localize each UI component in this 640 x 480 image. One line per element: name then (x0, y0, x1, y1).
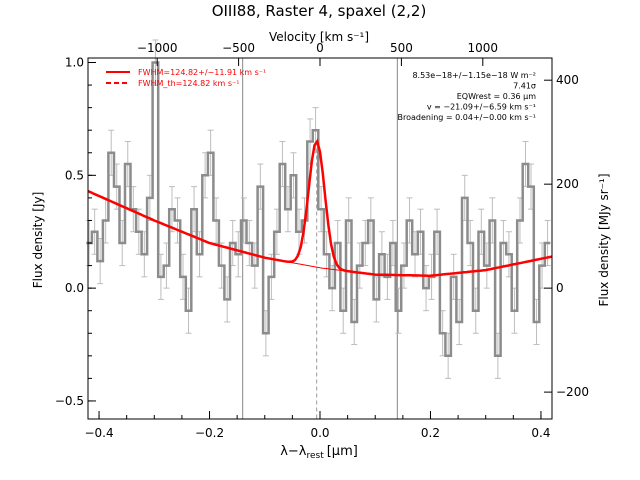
right-tick-label: 400 (556, 73, 579, 87)
x-axis-label-sub: rest (306, 451, 324, 461)
right-tick-label: −200 (556, 385, 589, 399)
x-tick-label: 0.2 (421, 426, 440, 440)
fit-annotation: v = −21.09+/−6.59 km s⁻¹ (427, 103, 536, 112)
top-axis-label: Velocity [km s⁻¹] (269, 30, 369, 44)
top-tick-label: 500 (390, 41, 413, 55)
spectrum-histogram (86, 61, 551, 358)
x-tick-label: −0.4 (84, 426, 113, 440)
x-axis-label-main: λ−λ (280, 444, 307, 459)
top-tick-label: −1000 (137, 41, 178, 55)
x-axis-label: λ−λrest [μm] (280, 444, 358, 461)
legend-label: FWHM=124.82+/−11.91 km s⁻¹ (138, 68, 266, 77)
legend-label: FWHM_th=124.82 km s⁻¹ (138, 79, 239, 88)
right-axis-label: Flux density [MJy sr⁻¹] (597, 173, 611, 306)
top-tick-label: −500 (222, 41, 255, 55)
top-tick-label: 0 (316, 41, 324, 55)
right-tick-label: 0 (556, 281, 564, 295)
fit-annotation: EQWrest = 0.36 μm (457, 92, 536, 101)
fit-annotation: Broadening = 0.04+/−0.00 km s⁻¹ (398, 113, 536, 122)
y-tick-label: −0.5 (55, 394, 84, 408)
y-tick-label: 0.0 (65, 281, 84, 295)
right-tick-label: 200 (556, 177, 579, 191)
chart-title: OIII88, Raster 4, spaxel (2,2) (212, 2, 427, 20)
y-tick-label: 1.0 (65, 56, 84, 70)
fit-annotation: 7.41σ (513, 82, 536, 91)
x-tick-label: 0.0 (310, 426, 329, 440)
x-tick-label: −0.2 (195, 426, 224, 440)
x-tick-label: 0.4 (531, 426, 550, 440)
x-axis-label-units: [μm] (327, 444, 358, 459)
plot-area (86, 39, 553, 419)
y-tick-label: 0.5 (65, 168, 84, 182)
y-axis-label: Flux density [Jy] (31, 192, 45, 289)
top-tick-label: 1000 (468, 41, 499, 55)
fit-annotation: 8.53e−18+/−1.15e−18 W m⁻² (412, 71, 536, 80)
fit-model-line (87, 138, 553, 277)
